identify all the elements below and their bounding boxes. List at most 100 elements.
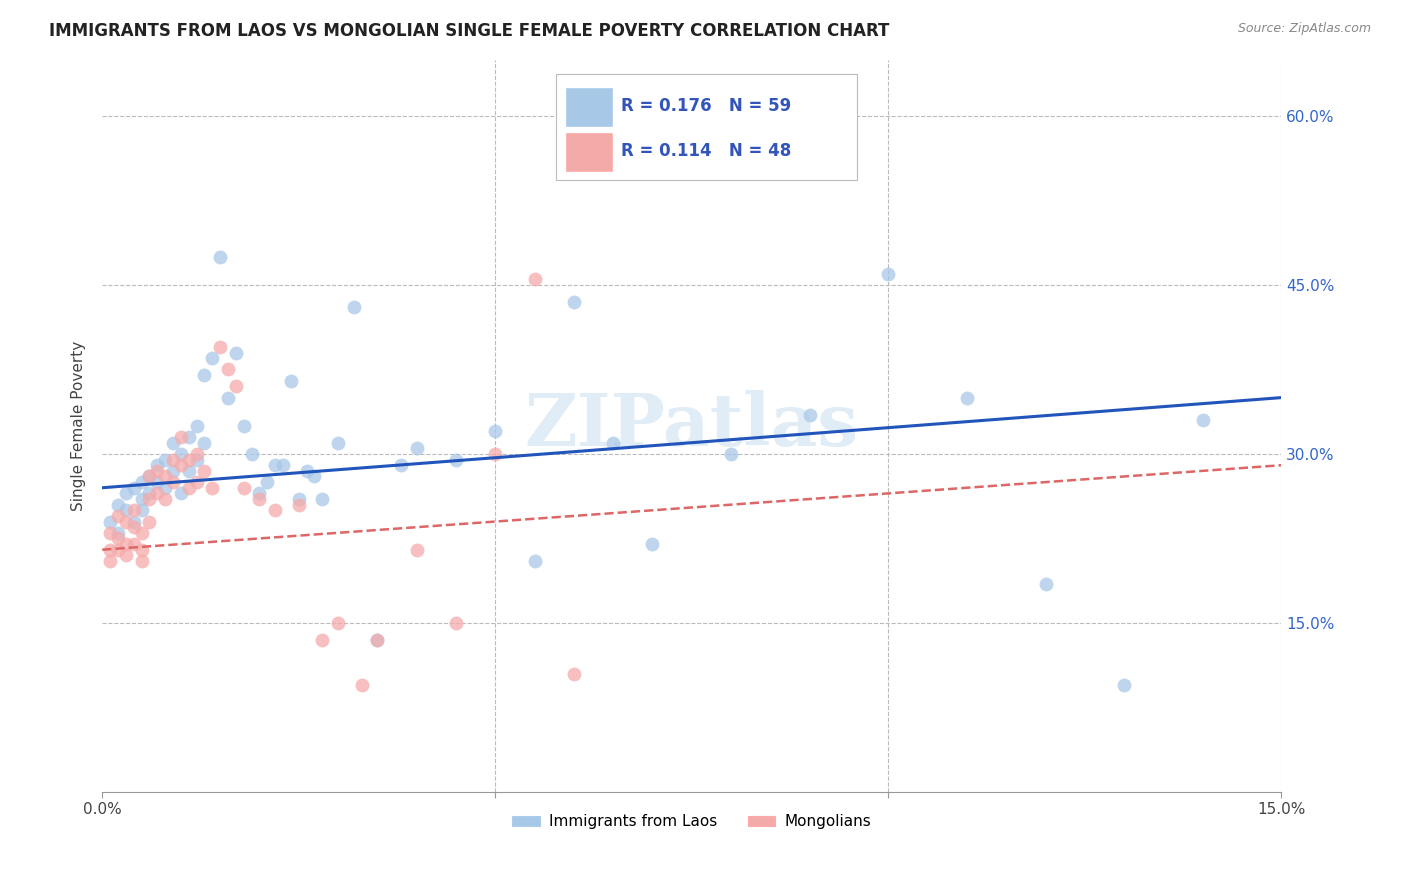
Point — [1191, 413, 1213, 427]
Point — [162, 464, 184, 478]
Text: ZIPatlas: ZIPatlas — [524, 391, 859, 461]
Point — [138, 515, 160, 529]
Point — [177, 430, 200, 444]
Point — [98, 515, 121, 529]
Point — [326, 615, 349, 630]
Point — [193, 435, 215, 450]
Point — [271, 458, 294, 473]
Point — [232, 481, 254, 495]
Point — [389, 458, 412, 473]
Point — [107, 498, 129, 512]
Point — [122, 481, 145, 495]
Point — [225, 345, 247, 359]
Point — [122, 515, 145, 529]
Point — [153, 452, 176, 467]
Point — [122, 537, 145, 551]
Point — [122, 520, 145, 534]
Point — [523, 554, 546, 568]
Point — [193, 464, 215, 478]
Point — [131, 503, 153, 517]
Point — [304, 469, 326, 483]
Point — [444, 615, 467, 630]
Point — [326, 435, 349, 450]
Point — [146, 475, 169, 489]
Point — [98, 525, 121, 540]
Point — [209, 250, 232, 264]
Point — [343, 301, 366, 315]
Point — [225, 379, 247, 393]
Point — [186, 452, 208, 467]
Y-axis label: Single Female Poverty: Single Female Poverty — [72, 341, 86, 511]
Point — [264, 503, 287, 517]
Point — [240, 447, 263, 461]
Point — [146, 458, 169, 473]
Point — [131, 554, 153, 568]
Point — [484, 425, 506, 439]
Point — [162, 452, 184, 467]
FancyBboxPatch shape — [557, 74, 856, 180]
Point — [122, 503, 145, 517]
Point — [280, 374, 302, 388]
FancyBboxPatch shape — [565, 88, 612, 127]
Point — [523, 272, 546, 286]
Point — [877, 267, 900, 281]
Text: R = 0.176   N = 59: R = 0.176 N = 59 — [621, 97, 792, 115]
FancyBboxPatch shape — [565, 133, 612, 171]
Point — [217, 362, 239, 376]
Point — [366, 632, 388, 647]
Point — [264, 458, 287, 473]
Point — [366, 632, 388, 647]
Point — [107, 508, 129, 523]
Point — [602, 435, 624, 450]
Point — [311, 632, 333, 647]
Point — [107, 542, 129, 557]
Point — [177, 481, 200, 495]
Point — [484, 447, 506, 461]
Point — [177, 452, 200, 467]
Text: Source: ZipAtlas.com: Source: ZipAtlas.com — [1237, 22, 1371, 36]
Text: R = 0.114   N = 48: R = 0.114 N = 48 — [621, 142, 792, 161]
Point — [107, 532, 129, 546]
Point — [177, 464, 200, 478]
Point — [114, 549, 136, 563]
Point — [641, 537, 664, 551]
Point — [131, 491, 153, 506]
Point — [131, 475, 153, 489]
Point — [162, 475, 184, 489]
Point — [170, 486, 193, 500]
Point — [956, 391, 979, 405]
Point — [170, 447, 193, 461]
Point — [201, 351, 224, 366]
Point — [186, 447, 208, 461]
Point — [98, 554, 121, 568]
Point — [114, 537, 136, 551]
Point — [138, 486, 160, 500]
Point — [799, 408, 821, 422]
Point — [193, 368, 215, 382]
Point — [311, 491, 333, 506]
Text: IMMIGRANTS FROM LAOS VS MONGOLIAN SINGLE FEMALE POVERTY CORRELATION CHART: IMMIGRANTS FROM LAOS VS MONGOLIAN SINGLE… — [49, 22, 890, 40]
Point — [114, 503, 136, 517]
Point — [217, 391, 239, 405]
Point — [444, 452, 467, 467]
Point — [287, 491, 309, 506]
Point — [232, 418, 254, 433]
Point — [201, 481, 224, 495]
Legend: Immigrants from Laos, Mongolians: Immigrants from Laos, Mongolians — [506, 808, 877, 836]
Point — [138, 491, 160, 506]
Point — [350, 678, 373, 692]
Point — [720, 447, 742, 461]
Point — [405, 442, 427, 456]
Point — [1035, 576, 1057, 591]
Point — [153, 469, 176, 483]
Point — [287, 498, 309, 512]
Point — [146, 464, 169, 478]
Point — [249, 486, 271, 500]
Point — [138, 469, 160, 483]
Point — [107, 525, 129, 540]
Point — [138, 469, 160, 483]
Point — [146, 486, 169, 500]
Point — [131, 542, 153, 557]
Point — [256, 475, 278, 489]
Point — [170, 458, 193, 473]
